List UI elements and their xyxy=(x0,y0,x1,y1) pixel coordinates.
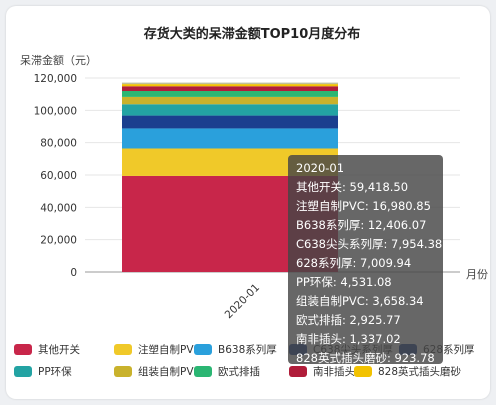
tooltip-line: 828英式插头磨砂: 923.78 xyxy=(296,351,435,364)
bar-segment[interactable] xyxy=(122,90,338,97)
legend-label: 828英式插头磨砂 xyxy=(378,366,462,378)
legend-label: 欧式排插 xyxy=(218,366,260,378)
legend-item[interactable]: B638系列厚 xyxy=(194,342,277,357)
legend-swatch xyxy=(194,344,212,355)
y-tick-label: 100,000 xyxy=(34,105,77,117)
tooltip-line: 欧式排插: 2,925.77 xyxy=(296,313,401,327)
tooltip-line: 组装自制PVC: 3,658.34 xyxy=(296,294,424,308)
tooltip-line: PP环保: 4,531.08 xyxy=(296,275,392,289)
y-tick-label: 60,000 xyxy=(40,170,77,182)
legend-swatch xyxy=(354,366,372,377)
legend-label: B638系列厚 xyxy=(218,344,277,356)
bar-segment[interactable] xyxy=(122,96,338,105)
bar-segment[interactable] xyxy=(122,86,338,91)
legend-item[interactable]: 组装自制PVC xyxy=(114,364,201,379)
legend-swatch xyxy=(14,366,32,377)
legend-swatch xyxy=(14,344,32,355)
tooltip-title: 2020-01 xyxy=(296,161,345,175)
legend-item[interactable]: PP环保 xyxy=(14,364,72,379)
legend-label: 组装自制PVC xyxy=(138,366,201,378)
legend-item[interactable]: 南非插头 xyxy=(289,364,355,379)
legend-swatch xyxy=(194,366,212,377)
tooltip-line: 注塑自制PVC: 16,980.85 xyxy=(296,199,431,213)
data-tooltip: 2020-01 其他开关: 59,418.50 注塑自制PVC: 16,980.8… xyxy=(288,155,443,364)
tooltip-line: B638系列厚: 12,406.07 xyxy=(296,218,427,232)
bar-segment[interactable] xyxy=(122,115,338,129)
y-tick-label: 40,000 xyxy=(40,202,77,214)
chart-title: 存货大类的呆滞金额TOP10月度分布 xyxy=(144,26,361,42)
legend-item[interactable]: 828英式插头磨砂 xyxy=(354,364,461,379)
bar-segment[interactable] xyxy=(122,84,338,87)
legend-item[interactable]: 欧式排插 xyxy=(194,364,260,379)
y-tick-label: 20,000 xyxy=(40,235,77,247)
x-axis-label: 月份 xyxy=(466,268,488,281)
tooltip-line: 其他开关: 59,418.50 xyxy=(296,180,409,194)
legend-label: 南非插头 xyxy=(313,366,355,378)
y-tick-label: 80,000 xyxy=(40,138,77,150)
legend-swatch xyxy=(114,366,132,377)
legend-item[interactable]: 注塑自制PVC xyxy=(114,342,201,357)
legend-item[interactable]: 其他开关 xyxy=(14,342,80,357)
bar-segment[interactable] xyxy=(122,82,338,85)
bar-segment[interactable] xyxy=(122,128,338,149)
legend-label: 其他开关 xyxy=(38,344,80,356)
tooltip-line: 南非插头: 1,337.02 xyxy=(296,332,401,346)
legend-swatch xyxy=(289,366,307,377)
legend-swatch xyxy=(114,344,132,355)
bar-segment[interactable] xyxy=(122,104,338,116)
tooltip-line: C638尖头系列厚: 7,954.38 xyxy=(296,237,443,251)
y-tick-label: 0 xyxy=(70,267,77,279)
y-tick-label: 120,000 xyxy=(34,73,77,85)
legend-label: 注塑自制PVC xyxy=(138,344,201,356)
x-tick-label: 2020-01 xyxy=(223,282,263,322)
y-axis-label: 呆滞金额（元） xyxy=(20,53,97,67)
tooltip-line: 628系列厚: 7,009.94 xyxy=(296,256,412,270)
legend-label: PP环保 xyxy=(38,366,72,378)
